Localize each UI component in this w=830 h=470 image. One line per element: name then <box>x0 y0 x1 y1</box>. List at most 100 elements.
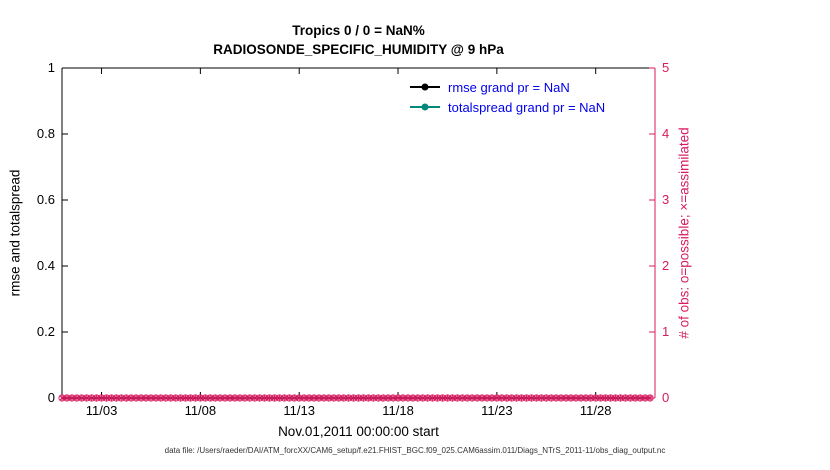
obs-assimilated-marker <box>148 395 154 401</box>
obs-assimilated-marker <box>207 395 214 401</box>
x-tick-label: 11/18 <box>382 403 414 418</box>
obs-assimilated-marker <box>548 395 555 401</box>
obs-assimilated-marker <box>286 395 293 401</box>
obs-assimilated-marker <box>449 395 456 401</box>
obs-assimilated-marker <box>261 395 268 401</box>
obs-assimilated-marker <box>553 395 559 401</box>
obs-assimilated-marker <box>98 395 105 401</box>
obs-assimilated-marker <box>158 395 164 401</box>
legend-marker-dot <box>421 103 429 111</box>
legend-line-sample <box>410 103 440 111</box>
obs-assimilated-marker <box>78 395 85 401</box>
y-tick-label-left: 1 <box>48 60 55 75</box>
obs-assimilated-marker <box>410 395 416 401</box>
obs-assimilated-marker <box>400 395 406 401</box>
obs-assimilated-marker <box>612 395 619 401</box>
obs-assimilated-marker <box>469 395 475 401</box>
obs-assimilated-marker <box>74 395 80 401</box>
x-tick-label: 11/23 <box>481 403 513 418</box>
obs-assimilated-marker <box>479 395 485 401</box>
obs-assimilated-marker <box>69 395 75 401</box>
x-axis-label: Nov.01,2011 00:00:00 start <box>278 424 439 439</box>
obs-assimilated-marker <box>622 395 629 401</box>
legend-item-label: rmse grand pr = NaN <box>448 79 570 95</box>
obs-assimilated-marker <box>578 395 584 401</box>
obs-assimilated-marker <box>212 395 218 401</box>
y-axis-label-right: # of obs: o=possible; ×=assimilated <box>676 127 692 339</box>
obs-assimilated-marker <box>103 395 110 401</box>
obs-assimilated-marker <box>607 395 614 401</box>
obs-assimilated-marker <box>153 395 159 401</box>
y-tick-label-left: 0.4 <box>37 258 55 273</box>
obs-assimilated-marker <box>182 395 189 401</box>
obs-assimilated-marker <box>365 395 372 401</box>
y-tick-label-right: 3 <box>662 192 669 207</box>
data-file-footer: data file: /Users/raeder/DAI/ATM_forcXX/… <box>164 446 666 455</box>
obs-assimilated-marker <box>587 395 594 401</box>
obs-assimilated-marker <box>271 395 278 401</box>
obs-assimilated-marker <box>474 395 480 401</box>
obs-assimilated-marker <box>123 395 130 401</box>
obs-assimilated-marker <box>128 395 134 401</box>
obs-assimilated-marker <box>543 395 550 401</box>
obs-assimilated-marker <box>167 395 174 401</box>
obs-assimilated-marker <box>459 395 466 401</box>
obs-assimilated-marker <box>227 395 233 401</box>
obs-assimilated-marker <box>602 395 609 401</box>
y-tick-label-left: 0 <box>48 390 55 405</box>
legend: rmse grand pr = NaN totalspread grand pr … <box>410 79 605 115</box>
obs-assimilated-marker <box>93 395 100 401</box>
obs-assimilated-marker <box>573 395 579 401</box>
obs-assimilated-marker <box>494 395 500 401</box>
obs-assimilated-marker <box>108 395 115 401</box>
obs-assimilated-marker <box>187 395 194 401</box>
obs-assimilated-marker <box>439 395 446 401</box>
y-tick-label-left: 0.6 <box>37 192 55 207</box>
obs-assimilated-marker <box>330 395 337 401</box>
obs-assimilated-marker <box>405 395 411 401</box>
obs-assimilated-marker <box>627 395 634 401</box>
plot-title: Tropics 0 / 0 = NaN% RADIOSONDE_SPECIFIC… <box>62 21 655 59</box>
obs-assimilated-marker <box>266 395 273 401</box>
obs-assimilated-marker <box>484 395 490 401</box>
y-tick-label-right: 4 <box>662 126 669 141</box>
obs-assimilated-marker <box>321 395 327 401</box>
obs-assimilated-marker <box>583 395 589 401</box>
obs-assimilated-marker <box>340 395 347 401</box>
obs-assimilated-marker <box>296 395 303 401</box>
obs-assimilated-marker <box>172 395 179 401</box>
obs-assimilated-marker <box>242 395 248 401</box>
y-tick-label-left: 0.8 <box>37 126 55 141</box>
obs-assimilated-marker <box>311 395 317 401</box>
obs-assimilated-marker <box>563 395 569 401</box>
obs-assimilated-marker <box>256 395 263 401</box>
obs-assimilated-marker <box>464 395 471 401</box>
y-tick-label-right: 1 <box>662 324 669 339</box>
legend-item-label: totalspread grand pr = NaN <box>448 99 606 115</box>
obs-assimilated-marker <box>419 395 426 401</box>
obs-assimilated-marker <box>162 395 169 401</box>
obs-assimilated-marker <box>499 395 505 401</box>
obs-assimilated-marker <box>301 395 307 401</box>
obs-assimilated-marker <box>326 395 332 401</box>
obs-assimilated-marker <box>217 395 223 401</box>
obs-assimilated-marker <box>429 395 436 401</box>
x-tick-label: 11/28 <box>580 403 612 418</box>
obs-assimilated-marker <box>424 395 431 401</box>
obs-assimilated-marker <box>246 395 253 401</box>
obs-assimilated-marker <box>380 395 387 401</box>
legend-line-sample <box>410 83 440 91</box>
obs-assimilated-marker <box>276 395 283 401</box>
obs-assimilated-marker <box>133 395 139 401</box>
obs-assimilated-marker <box>335 395 342 401</box>
obs-assimilated-marker <box>192 395 199 401</box>
obs-assimilated-marker <box>642 395 648 401</box>
obs-assimilated-marker <box>434 395 441 401</box>
obs-assimilated-marker <box>360 395 367 401</box>
x-tick-label: 11/13 <box>283 403 315 418</box>
obs-assimilated-marker <box>632 395 639 401</box>
obs-assimilated-marker <box>533 395 540 401</box>
obs-assimilated-marker <box>375 395 382 401</box>
obs-assimilated-marker <box>637 395 643 401</box>
